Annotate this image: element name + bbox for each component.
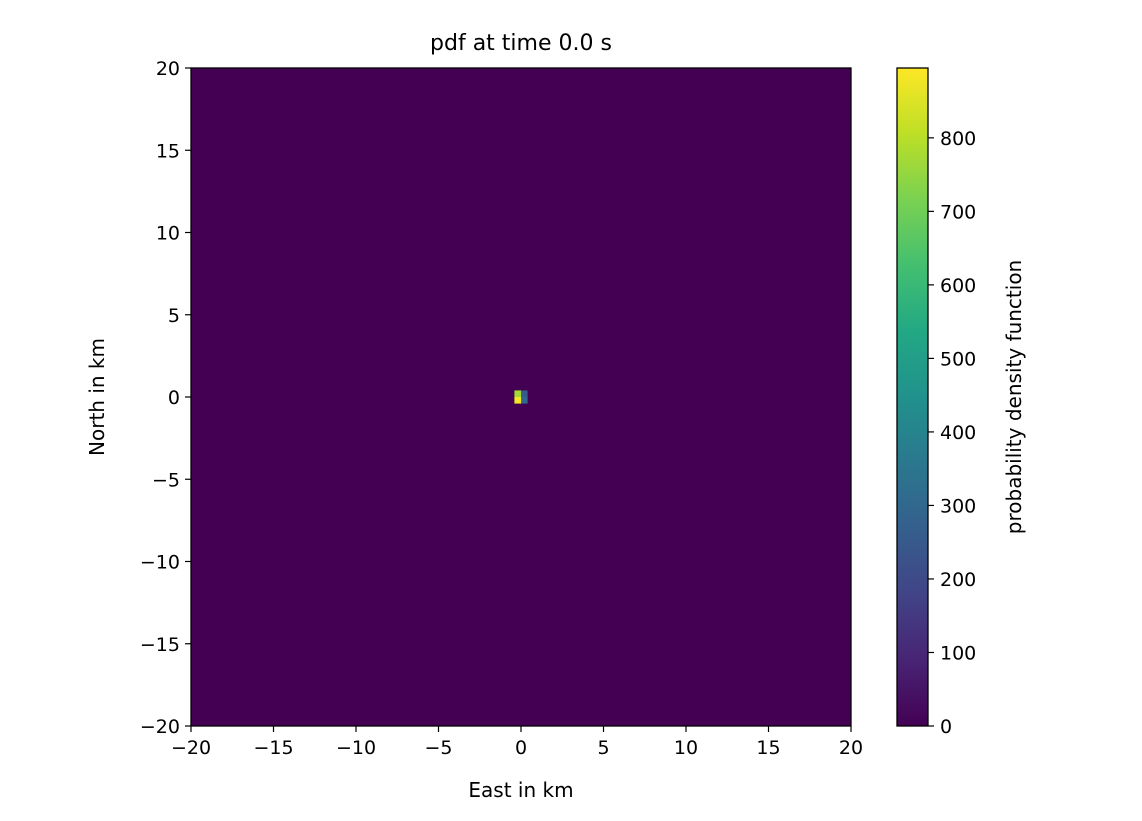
x-tick-label: −10 bbox=[336, 737, 376, 759]
y-tick-label: 20 bbox=[156, 58, 180, 80]
heatmap-cell bbox=[521, 397, 528, 404]
colorbar-label: probability density function bbox=[1002, 260, 1026, 534]
colorbar-tick-label: 500 bbox=[940, 348, 976, 370]
colorbar-axis: 0 100 200 300 400 500 600 700 800 bbox=[928, 128, 976, 738]
x-tick-label: −15 bbox=[253, 737, 293, 759]
x-axis-label: East in km bbox=[468, 778, 573, 802]
colorbar-tick-label: 200 bbox=[940, 569, 976, 591]
colorbar-tick-label: 800 bbox=[940, 128, 976, 150]
y-tick-label: −20 bbox=[140, 716, 180, 738]
y-tick-label: −15 bbox=[140, 634, 180, 656]
x-tick-label: −5 bbox=[424, 737, 452, 759]
colorbar-frame bbox=[896, 67, 929, 727]
y-tick-label: −5 bbox=[152, 469, 180, 491]
y-tick-label: 5 bbox=[168, 305, 180, 327]
colorbar-tick-label: 300 bbox=[940, 495, 976, 517]
colorbar-tick-label: 0 bbox=[940, 716, 952, 738]
x-tick-label: −20 bbox=[171, 737, 211, 759]
x-tick-label: 0 bbox=[515, 737, 527, 759]
y-axis-label: North in km bbox=[85, 338, 109, 456]
y-tick-label: 10 bbox=[156, 223, 180, 245]
y-tick-label: 0 bbox=[168, 387, 180, 409]
heatmap-cell bbox=[521, 390, 528, 397]
colorbar-gradient bbox=[897, 68, 928, 726]
chart-title: pdf at time 0.0 s bbox=[430, 31, 612, 56]
x-tick-label: 20 bbox=[839, 737, 863, 759]
colorbar-tick-label: 400 bbox=[940, 422, 976, 444]
x-axis: −20 −15 −10 −5 0 5 10 15 20 bbox=[171, 726, 863, 759]
colorbar: 0 100 200 300 400 500 600 700 800 probability de… bbox=[896, 67, 1026, 738]
heatmap-cell bbox=[514, 397, 521, 404]
colorbar-tick-label: 600 bbox=[940, 275, 976, 297]
colorbar-tick-label: 700 bbox=[940, 201, 976, 223]
x-tick-label: 15 bbox=[756, 737, 780, 759]
y-tick-label: 15 bbox=[156, 140, 180, 162]
y-tick-label: −10 bbox=[140, 552, 180, 574]
colorbar-tick-label: 100 bbox=[940, 642, 976, 664]
heatmap-cells bbox=[514, 390, 528, 404]
y-axis: −20 −15 −10 −5 0 5 10 15 20 bbox=[140, 58, 191, 738]
plot-area bbox=[190, 67, 852, 727]
x-tick-label: 5 bbox=[597, 737, 609, 759]
x-tick-label: 10 bbox=[674, 737, 698, 759]
heatmap-cell bbox=[514, 390, 521, 397]
